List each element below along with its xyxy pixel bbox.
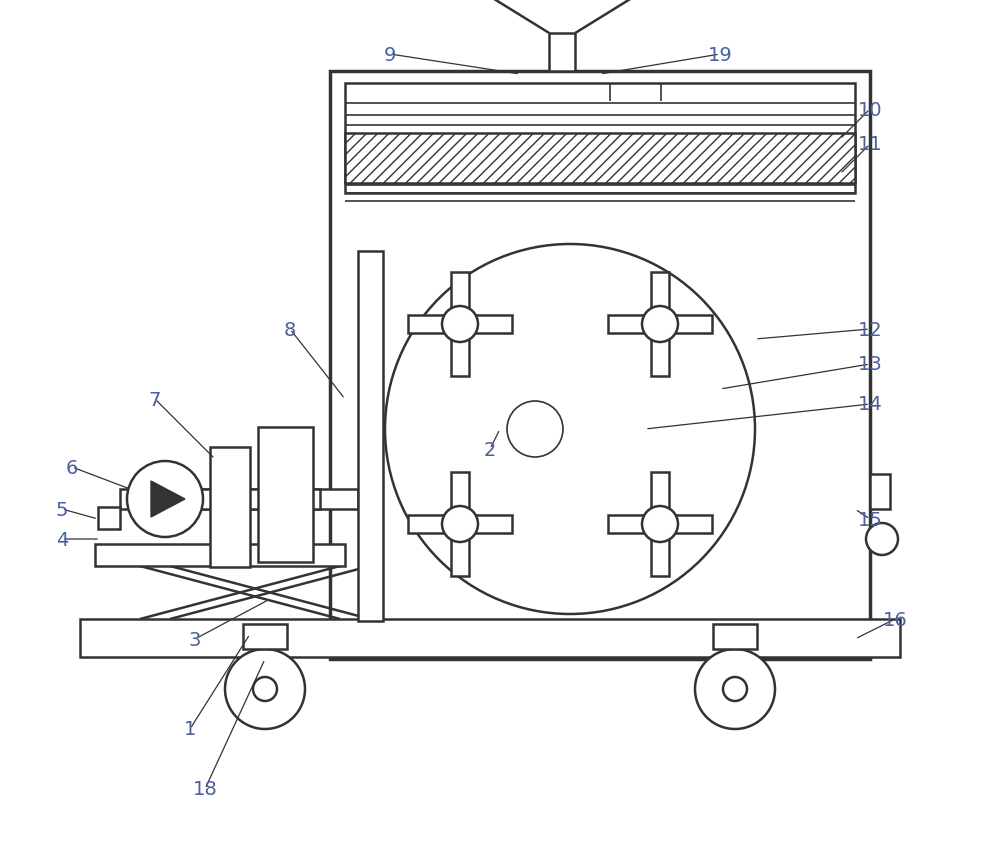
Bar — [713, 625, 757, 649]
Text: 7: 7 — [149, 390, 161, 409]
Text: 14: 14 — [858, 395, 882, 414]
Bar — [330, 72, 870, 659]
Text: 18: 18 — [193, 780, 217, 798]
Text: 2: 2 — [484, 440, 496, 459]
Bar — [243, 625, 287, 649]
Circle shape — [253, 677, 277, 701]
Circle shape — [642, 307, 678, 343]
Text: 9: 9 — [384, 45, 396, 65]
Circle shape — [507, 401, 563, 458]
Circle shape — [695, 649, 775, 729]
Circle shape — [127, 462, 203, 538]
Text: 6: 6 — [66, 458, 78, 477]
Bar — [651, 473, 669, 576]
Bar — [95, 544, 345, 567]
Text: 10: 10 — [858, 101, 882, 119]
Bar — [345, 83, 855, 193]
Bar — [98, 508, 120, 529]
Bar — [608, 515, 712, 533]
Bar — [210, 447, 250, 567]
Circle shape — [723, 677, 747, 701]
Bar — [651, 273, 669, 377]
Text: 5: 5 — [56, 500, 68, 519]
Bar — [120, 489, 320, 509]
Bar — [80, 619, 900, 657]
Circle shape — [442, 506, 478, 543]
Bar — [451, 273, 469, 377]
Text: 3: 3 — [189, 630, 201, 648]
Text: 16: 16 — [883, 610, 907, 629]
Bar — [345, 134, 855, 184]
Text: 4: 4 — [56, 530, 68, 549]
Text: 15: 15 — [858, 509, 882, 529]
Text: 1: 1 — [184, 720, 196, 739]
Circle shape — [225, 649, 305, 729]
Bar — [408, 315, 512, 334]
Text: 12: 12 — [858, 320, 882, 339]
Bar — [870, 475, 890, 509]
Bar — [358, 251, 383, 621]
Text: 8: 8 — [284, 320, 296, 339]
Bar — [408, 515, 512, 533]
Circle shape — [385, 245, 755, 614]
Bar — [549, 34, 575, 72]
Circle shape — [866, 523, 898, 556]
Text: 11: 11 — [858, 135, 882, 154]
Polygon shape — [151, 481, 185, 517]
Bar — [608, 315, 712, 334]
Text: 13: 13 — [858, 355, 882, 374]
Text: 19: 19 — [708, 45, 732, 65]
Circle shape — [442, 307, 478, 343]
Bar — [258, 428, 313, 562]
Bar — [451, 473, 469, 576]
Circle shape — [642, 506, 678, 543]
Bar — [203, 489, 358, 509]
